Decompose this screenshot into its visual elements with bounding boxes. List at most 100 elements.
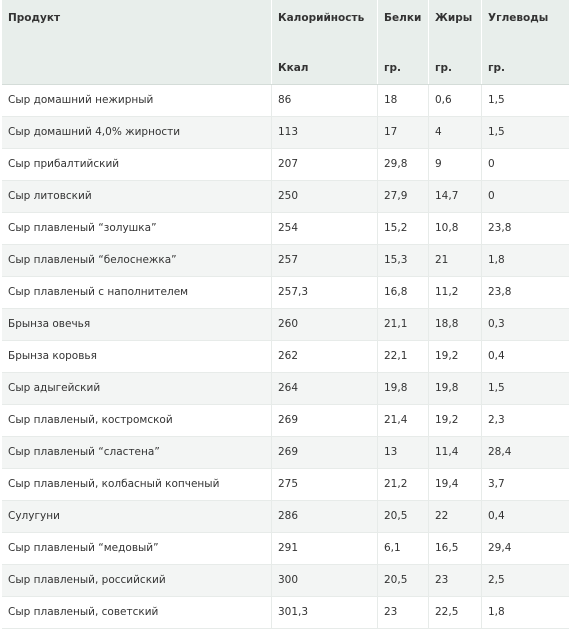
cell-product: Сыр адыгейский [8, 382, 101, 394]
cell-product: Брынза овечья [8, 318, 91, 330]
cell-protein: 17 [377, 117, 428, 148]
table-row: Сулугуни 286 20,5 22 0,4 [2, 501, 569, 533]
cell-calories: 286 [271, 501, 377, 532]
table-row: Сыр плавленый “медовый” 291 6,1 16,5 29,4 [2, 533, 569, 565]
table-row: Сыр литовский 250 27,9 14,7 0 [2, 181, 569, 213]
cell-product: Сыр плавленый, российский [8, 574, 166, 586]
cell-calories: 300 [271, 565, 377, 596]
cell-fat: 9 [428, 149, 481, 180]
cell-carbs: 1,8 [481, 597, 569, 628]
cell-fat: 10,8 [428, 213, 481, 244]
cell-carbs: 28,4 [481, 437, 569, 468]
cell-carbs: 0 [481, 181, 569, 212]
cell-product: Сыр литовский [8, 190, 92, 202]
cell-product: Сулугуни [8, 510, 60, 522]
cell-carbs: 0,4 [481, 341, 569, 372]
cell-carbs: 1,5 [481, 373, 569, 404]
table-row: Сыр плавленый “белоснежка” 257 15,3 21 1,8 [2, 245, 569, 277]
cell-product: Брынза коровья [8, 350, 97, 362]
cell-carbs: 23,8 [481, 213, 569, 244]
cell-fat: 23 [428, 565, 481, 596]
cell-fat: 14,7 [428, 181, 481, 212]
table-row: Сыр адыгейский 264 19,8 19,8 1,5 [2, 373, 569, 405]
cell-product: Сыр плавленый, колбасный копченый [8, 478, 220, 490]
header-fat: Жиры гр. [428, 0, 481, 84]
cell-calories: 291 [271, 533, 377, 564]
cell-calories: 269 [271, 405, 377, 436]
cell-protein: 21,1 [377, 309, 428, 340]
cell-calories: 275 [271, 469, 377, 500]
cell-fat: 16,5 [428, 533, 481, 564]
cell-protein: 6,1 [377, 533, 428, 564]
cell-calories: 301,3 [271, 597, 377, 628]
cell-product: Сыр плавленый “сластена” [8, 446, 160, 458]
cell-protein: 21,2 [377, 469, 428, 500]
header-protein-unit: гр. [384, 62, 401, 74]
cell-calories: 113 [271, 117, 377, 148]
cell-protein: 20,5 [377, 565, 428, 596]
header-fat-label: Жиры [435, 12, 473, 24]
cell-fat: 21 [428, 245, 481, 276]
cell-product: Сыр плавленый с наполнителем [8, 286, 189, 298]
cell-carbs: 2,3 [481, 405, 569, 436]
table-row: Сыр плавленый, колбасный копченый 275 21,2… [2, 469, 569, 501]
cell-carbs: 29,4 [481, 533, 569, 564]
cell-protein: 20,5 [377, 501, 428, 532]
table-row: Сыр плавленый, костромской 269 21,4 19,2 2,3 [2, 405, 569, 437]
cell-product: Сыр плавленый “белоснежка” [8, 254, 177, 266]
cell-fat: 11,2 [428, 277, 481, 308]
header-fat-unit: гр. [435, 62, 452, 74]
header-carbs: Углеводы гр. [481, 0, 569, 84]
table-row: Сыр плавленый с наполнителем 257,3 16,8 11,… [2, 277, 569, 309]
cell-calories: 207 [271, 149, 377, 180]
cell-protein: 18 [377, 85, 428, 116]
cell-carbs: 23,8 [481, 277, 569, 308]
cell-carbs: 0 [481, 149, 569, 180]
cell-calories: 262 [271, 341, 377, 372]
header-protein: Белки гр. [377, 0, 428, 84]
cell-fat: 22,5 [428, 597, 481, 628]
table-row: Сыр плавленый “сластена” 269 13 11,4 28,4 [2, 437, 569, 469]
header-calories: Калорийность Ккал [271, 0, 377, 84]
cell-fat: 4 [428, 117, 481, 148]
header-product: Продукт [2, 0, 271, 84]
cell-protein: 13 [377, 437, 428, 468]
cell-protein: 21,4 [377, 405, 428, 436]
table-row: Сыр домашний нежирный 86 18 0,6 1,5 [2, 85, 569, 117]
cell-calories: 257,3 [271, 277, 377, 308]
cell-protein: 23 [377, 597, 428, 628]
cell-protein: 15,2 [377, 213, 428, 244]
table-row: Сыр плавленый “золушка” 254 15,2 10,8 23,8 [2, 213, 569, 245]
table-row: Сыр плавленый, российский 300 20,5 23 2,5 [2, 565, 569, 597]
cell-fat: 19,2 [428, 341, 481, 372]
cell-carbs: 1,5 [481, 117, 569, 148]
cell-product: Сыр плавленый, советский [8, 606, 159, 618]
cell-protein: 15,3 [377, 245, 428, 276]
table-row: Сыр домашний 4,0% жирности 113 17 4 1,5 [2, 117, 569, 149]
cell-carbs: 0,3 [481, 309, 569, 340]
header-carbs-label: Углеводы [488, 12, 549, 24]
cell-calories: 260 [271, 309, 377, 340]
cell-product: Сыр домашний 4,0% жирности [8, 126, 181, 138]
header-calories-unit: Ккал [278, 62, 309, 74]
table-header: Продукт Калорийность Ккал Белки гр. Жиры… [2, 0, 569, 85]
table-row: Брынза овечья 260 21,1 18,8 0,3 [2, 309, 569, 341]
table-body: Сыр домашний нежирный 86 18 0,6 1,5 Сыр домаш… [2, 85, 569, 629]
table-row: Сыр прибалтийский 207 29,8 9 0 [2, 149, 569, 181]
cell-fat: 11,4 [428, 437, 481, 468]
header-product-label: Продукт [8, 12, 61, 24]
cell-carbs: 2,5 [481, 565, 569, 596]
table-row: Сыр плавленый, советский 301,3 23 22,5 1,8 [2, 597, 569, 629]
cell-calories: 254 [271, 213, 377, 244]
cell-product: Сыр прибалтийский [8, 158, 120, 170]
cell-calories: 269 [271, 437, 377, 468]
cell-product: Сыр плавленый “медовый” [8, 542, 159, 554]
cell-calories: 250 [271, 181, 377, 212]
cell-product: Сыр плавленый “золушка” [8, 222, 157, 234]
header-carbs-unit: гр. [488, 62, 505, 74]
cell-protein: 19,8 [377, 373, 428, 404]
cell-fat: 18,8 [428, 309, 481, 340]
cell-fat: 19,8 [428, 373, 481, 404]
cell-protein: 29,8 [377, 149, 428, 180]
